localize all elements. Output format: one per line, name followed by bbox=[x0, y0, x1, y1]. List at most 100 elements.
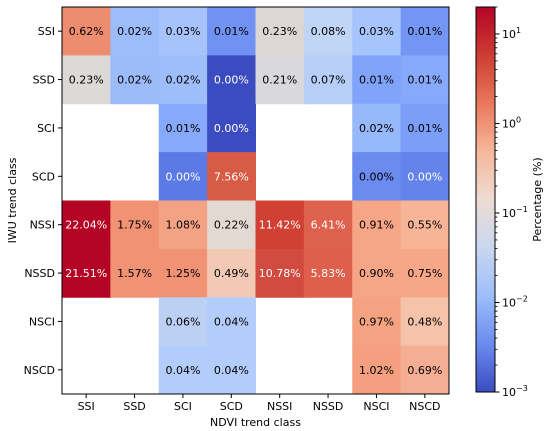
heatmap-cell bbox=[207, 297, 256, 347]
cell-value-label: 0.55% bbox=[407, 219, 442, 232]
y-axis-label: IWU trend class bbox=[6, 157, 19, 243]
y-tick-label: SCI bbox=[37, 122, 55, 135]
heatmap-cell bbox=[352, 7, 402, 56]
heatmap-cell bbox=[303, 248, 353, 298]
heatmap-cell bbox=[400, 200, 450, 250]
heatmap-cell bbox=[207, 345, 256, 395]
heatmap-cell bbox=[352, 248, 402, 298]
cell-value-label: 5.83% bbox=[311, 267, 346, 280]
cell-value-label: 0.01% bbox=[407, 25, 442, 38]
heatmap-cell bbox=[62, 248, 111, 298]
colorbar-tick-label: 100 bbox=[502, 115, 521, 130]
plot-frame bbox=[61, 6, 450, 395]
heatmap-cell bbox=[400, 152, 450, 201]
cell-value-label: 1.08% bbox=[165, 219, 200, 232]
cell-value-label: 21.51% bbox=[65, 267, 107, 280]
colorbar-tick-label: 10−1 bbox=[502, 205, 528, 220]
y-axis-ticks: SSI SSD SCI SCD NSSI NSSD NSCI NSCD bbox=[24, 25, 62, 377]
heatmap-cell bbox=[400, 345, 450, 395]
cell-value-label: 6.41% bbox=[311, 219, 346, 232]
cell-value-label: 0.22% bbox=[214, 219, 249, 232]
heatmap-cell bbox=[303, 200, 353, 250]
cell-value-label: 0.01% bbox=[407, 122, 442, 135]
cell-value-label: 0.62% bbox=[69, 25, 104, 38]
x-axis-label: NDVI trend class bbox=[210, 416, 301, 429]
cell-value-label: 0.03% bbox=[359, 25, 394, 38]
colorbar-tick-label: 10−2 bbox=[502, 294, 528, 309]
cell-value-label: 0.02% bbox=[359, 122, 394, 135]
heatmap-cell bbox=[158, 200, 208, 250]
cell-value-label: 0.01% bbox=[407, 74, 442, 87]
heatmap-cell bbox=[62, 55, 111, 105]
heatmap-cell bbox=[110, 200, 160, 250]
heatmap-cell bbox=[400, 297, 450, 347]
x-tick-label: NSCD bbox=[409, 400, 440, 413]
x-tick-label: NSSI bbox=[267, 400, 292, 413]
cell-value-label: 0.00% bbox=[214, 74, 249, 87]
heatmap-cell bbox=[400, 248, 450, 298]
heatmap-cell bbox=[110, 248, 160, 298]
y-tick-label: NSCI bbox=[29, 315, 55, 328]
heatmap-cell bbox=[158, 345, 208, 395]
x-tick-label: SCD bbox=[220, 400, 243, 413]
heatmap-cell bbox=[255, 200, 305, 250]
cell-value-label: 1.25% bbox=[165, 267, 200, 280]
heatmap-cell bbox=[158, 7, 208, 56]
colorbar-ticks: 101 100 10−1 10−2 10−3 bbox=[495, 6, 528, 399]
cell-value-label: 0.08% bbox=[311, 25, 346, 38]
x-axis-ticks: SSI SSD SCI SCD NSSI NSSD NSCI NSCD bbox=[78, 394, 441, 413]
colorbar bbox=[475, 6, 496, 393]
heatmap-cell bbox=[158, 248, 208, 298]
heatmap-cell bbox=[207, 248, 256, 298]
heatmap-cell bbox=[303, 55, 353, 105]
cell-labels: 0.62% 0.02% 0.03% 0.01% 0.23% 0.08% 0.03% 0.01%… bbox=[65, 25, 442, 377]
heatmap-cell bbox=[110, 55, 160, 105]
colorbar-label: Percentage (%) bbox=[531, 157, 544, 241]
x-tick-label: SSD bbox=[123, 400, 145, 413]
cell-value-label: 0.01% bbox=[165, 122, 200, 135]
heatmap-cell bbox=[207, 200, 256, 250]
cell-value-label: 0.04% bbox=[165, 364, 200, 377]
cell-value-label: 0.69% bbox=[407, 364, 442, 377]
cell-value-label: 0.03% bbox=[165, 25, 200, 38]
heatmap-cell bbox=[207, 7, 256, 56]
heatmap-cell bbox=[255, 55, 305, 105]
cell-value-label: 0.97% bbox=[359, 315, 394, 328]
cell-value-label: 0.48% bbox=[407, 315, 442, 328]
heatmap-cell bbox=[158, 103, 208, 153]
y-tick-label: NSCD bbox=[24, 364, 55, 377]
cell-value-label: 10.78% bbox=[259, 267, 301, 280]
cell-value-label: 0.23% bbox=[262, 25, 297, 38]
heatmap-cell bbox=[303, 7, 353, 56]
y-tick-label: NSSD bbox=[24, 267, 55, 280]
heatmap-cell bbox=[255, 7, 305, 56]
heatmap-cells bbox=[62, 7, 450, 395]
heatmap-cell bbox=[352, 152, 402, 201]
heatmap-cell bbox=[352, 55, 402, 105]
heatmap-cell bbox=[207, 103, 256, 153]
colorbar-tick-label: 101 bbox=[502, 26, 521, 41]
cell-value-label: 0.00% bbox=[214, 122, 249, 135]
x-tick-label: NSSD bbox=[313, 400, 344, 413]
x-tick-label: NSCI bbox=[363, 400, 389, 413]
cell-value-label: 0.00% bbox=[359, 170, 394, 183]
y-tick-label: SSI bbox=[38, 25, 55, 38]
heatmap-cell bbox=[62, 200, 111, 250]
y-tick-label: NSSI bbox=[30, 219, 55, 232]
cell-value-label: 0.02% bbox=[165, 74, 200, 87]
heatmap-cell bbox=[400, 103, 450, 153]
cell-value-label: 11.42% bbox=[259, 219, 301, 232]
cell-value-label: 1.57% bbox=[117, 267, 152, 280]
cell-value-label: 0.49% bbox=[214, 267, 249, 280]
y-tick-label: SSD bbox=[33, 74, 55, 87]
heatmap-cell bbox=[255, 248, 305, 298]
cell-value-label: 22.04% bbox=[65, 219, 107, 232]
heatmap-cell bbox=[158, 297, 208, 347]
x-tick-label: SCI bbox=[174, 400, 192, 413]
cell-value-label: 1.75% bbox=[117, 219, 152, 232]
cell-value-label: 0.00% bbox=[165, 170, 200, 183]
x-tick-label: SSI bbox=[78, 400, 95, 413]
heatmap-cell bbox=[62, 7, 111, 56]
heatmap-cell bbox=[158, 152, 208, 201]
